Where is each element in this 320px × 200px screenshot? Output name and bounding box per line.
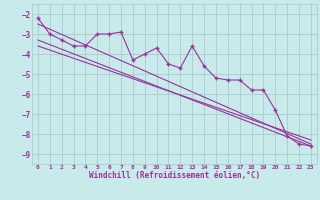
X-axis label: Windchill (Refroidissement éolien,°C): Windchill (Refroidissement éolien,°C) [89,171,260,180]
